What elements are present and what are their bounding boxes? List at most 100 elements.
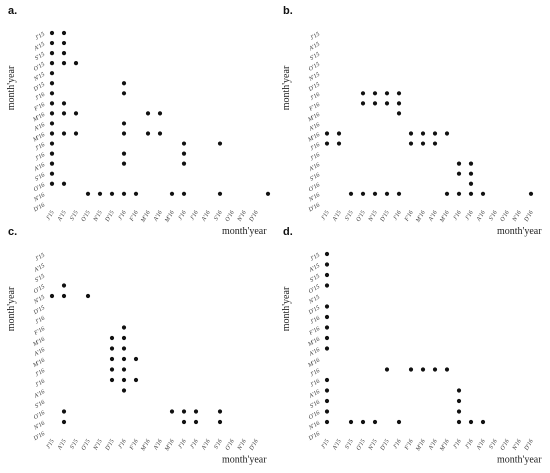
y-tick-label: N'16 [307, 192, 321, 203]
y-tick-label: D'15 [307, 305, 321, 317]
data-point [324, 398, 330, 404]
y-tick-label: M'16 [31, 337, 46, 349]
y-tick-label: J'16 [309, 152, 321, 162]
x-tick-label: A'16 [476, 210, 487, 223]
data-point [61, 293, 67, 299]
x-tick-label: N'15 [367, 439, 378, 453]
x-tick-label: S'15 [69, 210, 79, 222]
data-point [456, 409, 462, 414]
x-tick-label: N'16 [511, 210, 522, 224]
x-tick-label: J'15 [46, 439, 56, 451]
y-tick-label: J'15 [309, 253, 321, 263]
data-point [360, 191, 366, 196]
y-tick-label: F'16 [33, 326, 46, 337]
x-tick-label: A'16 [428, 439, 439, 452]
data-point [468, 419, 474, 425]
x-tick-label: A'16 [153, 210, 164, 223]
data-point [109, 346, 115, 351]
x-axis-label: month'year [497, 455, 542, 466]
y-tick-label: J'16 [309, 316, 321, 326]
data-point [444, 367, 450, 372]
x-tick-label: J'16 [393, 210, 403, 222]
y-tick-label: J'15 [34, 32, 46, 42]
y-tick-label: A'16 [33, 162, 46, 173]
y-tick-label: O'15 [33, 62, 46, 73]
data-point [324, 262, 330, 267]
x-tick-label: M'16 [415, 439, 427, 454]
data-point [49, 61, 55, 66]
x-tick-label: J'16 [190, 439, 200, 451]
data-point [181, 419, 187, 425]
data-point [336, 131, 342, 136]
x-tick-label: M'16 [164, 439, 176, 454]
y-tick-label: S'15 [34, 52, 46, 62]
x-tick-label: F'16 [404, 210, 415, 223]
data-point [265, 191, 271, 196]
y-tick-label: A'16 [308, 389, 321, 400]
y-tick-label: O'16 [308, 182, 321, 193]
y-tick-label: A'16 [308, 347, 321, 358]
data-point [121, 81, 127, 86]
x-tick-label: D'16 [248, 210, 260, 224]
data-point [193, 409, 199, 414]
y-tick-label: N'15 [32, 295, 46, 306]
data-point [396, 101, 402, 106]
x-tick-label: J'16 [393, 439, 403, 451]
data-point [384, 367, 390, 372]
x-tick-label: J'16 [178, 210, 188, 222]
y-tick-label: S'16 [34, 400, 46, 410]
y-tick-label: J'16 [34, 142, 46, 152]
data-point [61, 111, 67, 116]
data-point [49, 121, 55, 126]
y-tick-label: S'15 [34, 274, 46, 284]
x-tick-label: A'15 [332, 439, 343, 452]
data-point [61, 131, 67, 136]
data-point [348, 419, 354, 425]
data-point [432, 131, 438, 136]
data-point [396, 91, 402, 96]
x-tick-label: A'15 [57, 210, 68, 223]
x-tick-label: N'15 [92, 210, 103, 224]
y-tick-label: D'16 [32, 202, 46, 214]
data-point [121, 191, 127, 196]
x-tick-label: D'16 [523, 210, 535, 224]
y-tick-label: O'16 [33, 182, 46, 193]
data-point [480, 419, 486, 425]
x-tick-label: A'16 [428, 210, 439, 223]
data-point [49, 111, 55, 116]
data-point [49, 141, 55, 146]
data-point [324, 283, 330, 288]
data-point [324, 419, 330, 425]
data-point [324, 251, 330, 257]
data-point [444, 131, 450, 136]
x-axis-label: month'year [497, 226, 542, 237]
data-point [49, 71, 55, 76]
y-axis-label: month'year [281, 286, 292, 331]
x-tick-label: J'16 [118, 439, 128, 451]
y-tick-label: A'15 [308, 42, 321, 53]
data-point [49, 30, 55, 36]
y-tick-label: N'16 [307, 421, 321, 432]
data-point [61, 30, 67, 36]
data-point [73, 61, 79, 66]
y-axis-label: month'year [281, 65, 292, 110]
data-point [121, 346, 127, 351]
data-point [61, 101, 67, 106]
y-tick-label: M'16 [31, 358, 46, 370]
x-tick-label: J'15 [321, 210, 331, 222]
y-tick-label: S'16 [309, 172, 321, 182]
y-tick-label: A'15 [33, 263, 46, 274]
data-point [49, 171, 55, 176]
x-tick-label: A'16 [201, 210, 212, 223]
data-point [121, 356, 127, 362]
y-tick-label: S'15 [309, 274, 321, 284]
x-tick-label: S'15 [69, 439, 79, 451]
x-tick-label: S'15 [344, 439, 354, 451]
y-axis-label: month'year [6, 65, 17, 110]
data-point [61, 181, 67, 186]
data-point [348, 191, 354, 196]
data-point [396, 111, 402, 116]
data-point [217, 419, 223, 425]
data-point [324, 409, 330, 414]
y-tick-label: J'15 [309, 32, 321, 42]
